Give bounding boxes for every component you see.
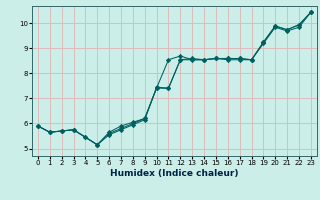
X-axis label: Humidex (Indice chaleur): Humidex (Indice chaleur) [110, 169, 239, 178]
